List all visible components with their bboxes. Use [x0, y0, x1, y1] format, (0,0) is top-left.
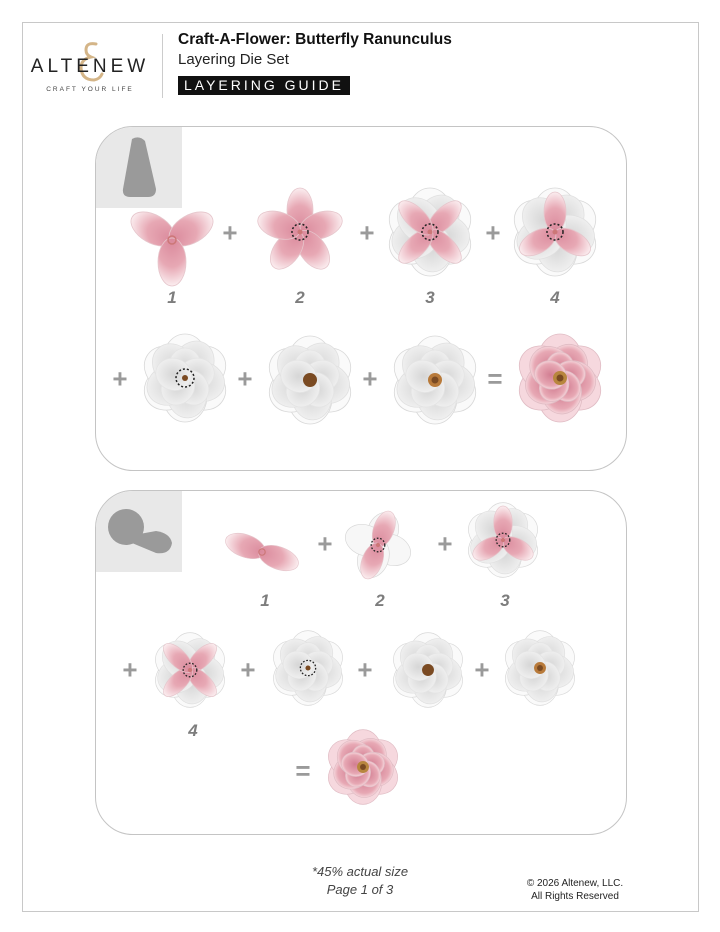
product-subtitle: Layering Die Set: [178, 51, 289, 68]
layer-6-flower: [386, 628, 471, 713]
plus-sign: +: [240, 654, 256, 685]
plus-sign: +: [122, 654, 138, 685]
layer-6-flower: [260, 330, 360, 430]
petal-die-shape-icon: [122, 137, 156, 197]
step-number-4: 4: [188, 721, 198, 740]
layer-3-flower: [380, 182, 480, 282]
plus-sign: +: [359, 217, 375, 248]
flower-illustration: [328, 729, 398, 805]
plus-sign: +: [237, 363, 253, 394]
step-number-1: 1: [167, 288, 177, 307]
layering-panel-2: [95, 490, 627, 835]
die-thumbnail-2: [96, 491, 182, 572]
flower-illustration: [273, 630, 343, 706]
logo-ampersand-icon: [79, 42, 104, 82]
flower-illustration: [388, 187, 472, 277]
plus-sign: +: [112, 363, 128, 394]
plus-sign: +: [317, 528, 333, 559]
flower-illustration: [513, 187, 597, 277]
die-thumbnail-1: [96, 127, 182, 208]
flower-illustration: [518, 333, 602, 423]
finished-flower-1: [510, 328, 610, 428]
equals-sign: =: [487, 363, 503, 394]
altenew-logo: ALTENEW CRAFT YOUR LIFE: [30, 40, 150, 100]
plus-sign: +: [474, 654, 490, 685]
flower-illustration: [225, 532, 299, 572]
layer-5-flower: [135, 328, 235, 428]
flower-illustration: [393, 335, 477, 425]
layer-7-flower: [385, 330, 485, 430]
copyright: © 2026 Altenew, LLC.: [526, 878, 624, 889]
layer-7-flower: [498, 626, 583, 711]
step-number-2: 2: [375, 591, 385, 610]
layer-1-flower: [222, 512, 302, 592]
step-number-4: 4: [550, 288, 560, 307]
plus-sign: +: [357, 654, 373, 685]
keyhole-die-shape-icon: [108, 509, 172, 554]
layer-2-flower: [250, 182, 350, 282]
flower-illustration: [155, 632, 225, 708]
page-number: Page 1 of 3: [326, 882, 394, 897]
header-divider: [162, 34, 163, 98]
layer-5-flower: [266, 626, 351, 711]
plus-sign: +: [485, 217, 501, 248]
layer-4-flower: [505, 182, 605, 282]
flower-illustration: [345, 510, 411, 580]
flower-illustration: [393, 632, 463, 708]
finished-flower-2: [321, 725, 406, 810]
layer-1-flower: [122, 190, 222, 290]
flower-illustration: [505, 630, 575, 706]
copyright-block: © 2026 Altenew, LLC. All Rights Reserved: [510, 877, 640, 903]
flower-illustration: [130, 211, 214, 287]
layer-3-flower: [461, 498, 546, 583]
flower-illustration: [468, 502, 538, 578]
step-number-1: 1: [260, 591, 270, 610]
logo-tagline: CRAFT YOUR LIFE: [46, 86, 134, 93]
scale-note: *45% actual size: [311, 864, 409, 879]
plus-sign: +: [362, 363, 378, 394]
plus-sign: +: [437, 528, 453, 559]
product-title: Craft-A-Flower: Butterfly Ranunculus: [178, 31, 452, 48]
flower-illustration: [143, 333, 227, 423]
equals-sign: =: [295, 755, 311, 786]
logo-wordmark: ALTENEW: [30, 56, 150, 77]
flower-illustration: [268, 335, 352, 425]
page-border: [22, 22, 699, 912]
layer-2-flower: [336, 503, 421, 588]
layer-4-flower: [148, 628, 233, 713]
rights-reserved: All Rights Reserved: [531, 891, 619, 902]
layering-guide-badge: LAYERING GUIDE: [178, 76, 350, 95]
layering-panel-1: [95, 126, 627, 471]
flower-illustration: [257, 187, 343, 270]
step-number-3: 3: [425, 288, 435, 307]
step-number-2: 2: [295, 288, 305, 307]
plus-sign: +: [222, 217, 238, 248]
step-number-3: 3: [500, 591, 510, 610]
